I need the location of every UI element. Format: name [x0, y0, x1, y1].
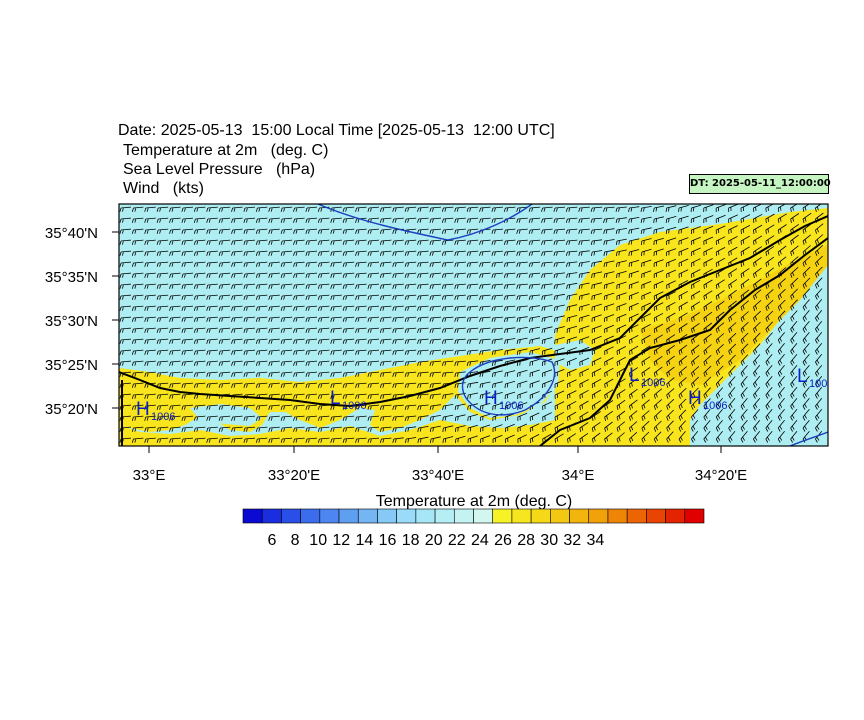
lat-label-35-35: 35°35'N	[45, 269, 98, 286]
isobar-center	[461, 356, 556, 416]
lon-label-34: 34°E	[562, 467, 595, 484]
colorbar-swatch	[453, 508, 474, 524]
colorbar-swatch	[242, 508, 263, 524]
colorbar-label: 10	[309, 532, 327, 549]
colorbar-swatch	[281, 508, 301, 524]
variable-pressure: Sea Level Pressure (hPa)	[123, 161, 316, 178]
colorbar-label: 26	[494, 532, 512, 549]
pressure-low-west: L	[330, 388, 341, 409]
dt-badge: DT: 2025-05-11_12:00:00	[689, 174, 831, 194]
colorbar-label: 6	[268, 532, 277, 549]
colorbar-swatch	[626, 508, 647, 524]
pressure-high-east-value: 1006	[703, 400, 727, 412]
coastline-south	[119, 215, 828, 408]
pressure-low-far-east-value: 100	[809, 378, 827, 390]
lon-label-33: 33°E	[133, 467, 166, 484]
colorbar-swatch	[588, 508, 609, 524]
colorbar-label: 20	[425, 532, 443, 549]
lon-axis	[148, 446, 722, 453]
colorbar-label: 12	[332, 532, 350, 549]
map-area	[119, 204, 828, 446]
coastline-east	[539, 237, 828, 446]
lon-label-34-20: 34°20'E	[695, 467, 747, 484]
wind-barb-field	[119, 204, 828, 444]
pressure-low-east-value: 1006	[641, 377, 665, 389]
colorbar-swatch	[338, 508, 359, 524]
colorbar-swatch	[377, 508, 397, 524]
colorbar-swatch	[357, 508, 378, 524]
wind-barbs	[119, 204, 828, 444]
colorbar-swatch	[300, 508, 321, 524]
colorbar-swatch	[607, 508, 628, 524]
colorbar-label: 32	[563, 532, 581, 549]
colorbar	[242, 508, 705, 524]
lat-label-35-40: 35°40'N	[45, 225, 98, 242]
cool-patch-center	[458, 352, 560, 418]
pressure-low-far-east: L	[797, 366, 808, 387]
colorbar-swatch	[492, 508, 513, 524]
colorbar-label: 28	[517, 532, 535, 549]
colorbar-swatch	[665, 508, 686, 524]
colorbar-swatch	[261, 508, 282, 524]
map-frame	[118, 203, 829, 447]
pressure-high-center-value: 1006	[499, 400, 523, 412]
pressure-labels: H 1006 L 1006 H 1006 L 1006 H 1006 L 100	[136, 365, 827, 423]
lat-label-35-25: 35°25'N	[45, 357, 98, 374]
isobar-north	[317, 204, 533, 241]
colorbar-title: Temperature at 2m (deg. C)	[376, 493, 573, 510]
colorbar-swatch	[530, 508, 551, 524]
colorbar-swatch	[550, 508, 570, 524]
colorbar-label: 8	[291, 532, 300, 549]
colorbar-swatch	[646, 508, 666, 524]
colorbar-swatch	[473, 508, 494, 524]
variable-wind: Wind (kts)	[123, 180, 204, 197]
colorbar-label: 34	[587, 532, 605, 549]
colorbar-label: 14	[356, 532, 374, 549]
isobar-se	[789, 431, 828, 446]
colorbar-labels: 6 8 10 12 14 16 18 20 22 24 26 28 30 32 34	[268, 532, 605, 549]
pressure-high-west: H	[136, 399, 150, 420]
lat-axis	[112, 231, 119, 409]
cool-patch-ne	[555, 340, 595, 370]
lat-label-35-20: 35°20'N	[45, 401, 98, 418]
colorbar-label: 24	[471, 532, 489, 549]
colorbar-swatch	[415, 508, 436, 524]
colorbar-swatch	[434, 508, 455, 524]
lon-label-33-40: 33°40'E	[412, 467, 464, 484]
colorbar-label: 22	[448, 532, 466, 549]
colorbar-swatch	[319, 508, 340, 524]
variable-temperature: Temperature at 2m (deg. C)	[123, 142, 329, 159]
colorbar-swatch	[396, 508, 417, 524]
colorbar-swatch	[511, 508, 532, 524]
lat-label-35-30: 35°30'N	[45, 313, 98, 330]
colorbar-label: 30	[540, 532, 558, 549]
pressure-low-east: L	[629, 365, 640, 386]
colorbar-label: 18	[402, 532, 420, 549]
pressure-high-west-value: 1006	[151, 411, 175, 423]
lon-label-33-20: 33°20'E	[268, 467, 320, 484]
colorbar-label: 16	[379, 532, 397, 549]
colorbar-swatch	[684, 508, 705, 524]
warm-region-east-2	[640, 245, 828, 385]
pressure-high-east: H	[688, 388, 702, 409]
pressure-low-west-value: 1006	[342, 400, 366, 412]
forecast-date: Date: 2025-05-13 15:00 Local Time [2025-…	[118, 122, 555, 139]
pressure-high-center: H	[484, 388, 498, 409]
colorbar-swatch	[569, 508, 590, 524]
